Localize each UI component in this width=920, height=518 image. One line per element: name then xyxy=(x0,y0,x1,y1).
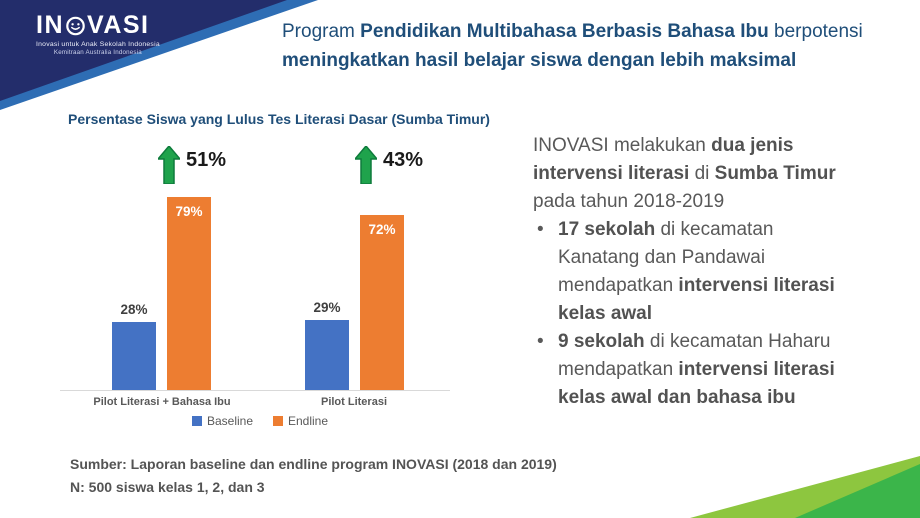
growth-value-1: 51% xyxy=(186,149,227,171)
green-triangle-dark xyxy=(795,464,920,518)
logo-text-suffix: VASI xyxy=(87,11,150,39)
bullet-text-2: 9 sekolah di kecamatan Haharu mendapatkan… xyxy=(558,331,835,408)
baseline-swatch-icon xyxy=(191,416,202,426)
source-note: Sumber: Laporan baseline dan endline pro… xyxy=(70,453,557,499)
bar-endline-group1: 79% xyxy=(167,197,211,391)
bar-chart: Persentase Siswa yang Lulus Tes Literasi… xyxy=(60,105,520,440)
up-arrow-icon xyxy=(158,146,180,184)
legend-label-endline: Endline xyxy=(288,414,329,428)
up-arrow-icon xyxy=(355,146,377,184)
intervention-intro: INOVASI melakukan dua jenis intervensi li… xyxy=(533,135,836,212)
smiley-face-icon xyxy=(66,16,85,36)
source-line: Sumber: Laporan baseline dan endline pro… xyxy=(70,456,557,472)
sample-line: N: 500 siswa kelas 1, 2, dan 3 xyxy=(70,479,265,495)
category-label-1: Pilot Literasi + Bahasa Ibu xyxy=(93,396,231,408)
legend-item-endline: Endline xyxy=(273,414,328,428)
intervention-description: INOVASI melakukan dua jenis intervensi li… xyxy=(533,132,920,412)
bar-value-endline-group1: 79% xyxy=(175,204,203,219)
logo-wordmark: IN VASI xyxy=(36,13,160,38)
footer-corner-shape xyxy=(690,456,920,518)
chart-legend: Baseline Endline xyxy=(60,414,460,428)
bar-baseline-group2 xyxy=(305,320,349,391)
logo-tagline-2: Kemitraan Australia Indonesia xyxy=(53,49,142,56)
bullet-dot: • xyxy=(537,219,544,240)
bar-value-baseline-group1: 28% xyxy=(120,302,148,317)
bar-baseline-group1 xyxy=(112,322,156,391)
legend-item-baseline: Baseline xyxy=(191,414,253,428)
bullet-item-2: • 9 sekolah di kecamatan Haharu mendapatk… xyxy=(533,328,920,412)
chart-title: Persentase Siswa yang Lulus Tes Literasi… xyxy=(68,111,490,127)
bar-value-endline-group2: 72% xyxy=(368,222,396,237)
bar-endline-group2: 72% xyxy=(360,215,404,391)
logo-text-prefix: IN xyxy=(36,11,64,39)
bar-value-baseline-group2: 29% xyxy=(313,300,341,315)
growth-annotation-1: 51% xyxy=(158,146,226,184)
intervention-bullet-list: • 17 sekolah di kecamatan Kanatang dan Pa… xyxy=(533,216,920,412)
bullet-text-1: 17 sekolah di kecamatan Kanatang dan Pand… xyxy=(558,219,835,324)
category-label-2: Pilot Literasi xyxy=(320,396,388,408)
slide-title: Program Pendidikan Multibahasa Berbasis … xyxy=(282,21,863,71)
inovasi-logo: IN VASI Inovasi untuk Anak Sekolah Indon… xyxy=(36,13,160,57)
bullet-item-1: • 17 sekolah di kecamatan Kanatang dan Pa… xyxy=(533,216,920,328)
chart-plot-area: 51% 43% 79% 72% 28% 29% xyxy=(60,146,520,391)
growth-value-2: 43% xyxy=(383,149,424,171)
legend-label-baseline: Baseline xyxy=(206,414,253,428)
growth-annotation-2: 43% xyxy=(355,146,423,184)
header-triangle-navy xyxy=(0,0,287,101)
endline-swatch-icon xyxy=(273,416,283,426)
bullet-dot: • xyxy=(537,331,544,352)
logo-tagline-1: Inovasi untuk Anak Sekolah Indonesia xyxy=(36,41,160,48)
x-axis-line xyxy=(60,390,450,391)
